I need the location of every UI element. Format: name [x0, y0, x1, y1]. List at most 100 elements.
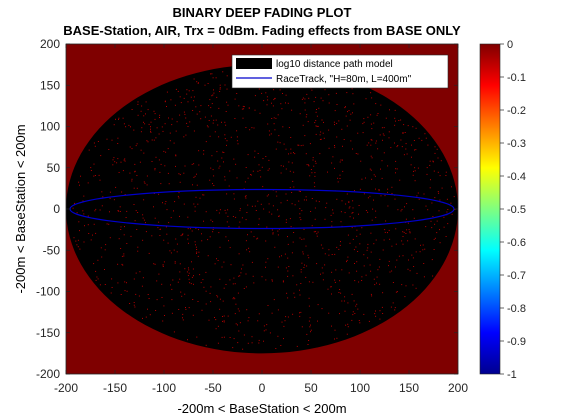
speckle	[291, 203, 293, 205]
speckle	[419, 251, 421, 253]
speckle	[139, 271, 141, 273]
speckle	[93, 263, 95, 265]
speckle	[308, 257, 310, 259]
speckle	[250, 174, 252, 175]
speckle	[409, 232, 411, 234]
speckle	[432, 216, 434, 217]
speckle	[440, 160, 442, 162]
speckle	[184, 268, 186, 270]
speckle	[258, 339, 260, 341]
speckle	[245, 195, 247, 197]
speckle	[209, 236, 211, 238]
speckle	[420, 244, 421, 246]
speckle	[340, 159, 342, 161]
speckle	[217, 342, 219, 344]
speckle	[179, 271, 181, 273]
speckle	[242, 105, 244, 107]
speckle	[189, 121, 191, 123]
speckle	[208, 120, 210, 121]
speckle	[405, 148, 407, 150]
speckle	[210, 286, 212, 288]
speckle	[234, 298, 236, 300]
speckle	[423, 263, 425, 264]
speckle	[217, 124, 219, 126]
speckle	[437, 191, 439, 193]
speckle	[347, 323, 349, 325]
speckle	[254, 205, 256, 207]
speckle	[331, 293, 332, 295]
speckle	[439, 175, 441, 177]
speckle	[109, 237, 111, 239]
speckle	[193, 163, 195, 165]
speckle	[292, 275, 294, 277]
speckle	[188, 272, 190, 274]
speckle	[205, 290, 207, 292]
speckle	[134, 220, 136, 222]
speckle	[87, 215, 89, 217]
speckle	[308, 97, 310, 99]
plot-area	[66, 44, 458, 374]
speckle	[106, 138, 108, 140]
speckle	[272, 105, 274, 107]
chart-subtitle: BASE-Station, AIR, Trx = 0dBm. Fading ef…	[63, 23, 461, 38]
speckle	[229, 170, 231, 172]
speckle	[247, 204, 249, 206]
speckle	[277, 230, 279, 232]
colorbar-tick-label: -0.3	[507, 138, 526, 150]
speckle	[328, 254, 330, 256]
speckle	[321, 267, 323, 269]
speckle	[407, 268, 409, 270]
colorbar-tick-label: -0.8	[507, 303, 526, 315]
speckle	[191, 163, 193, 165]
speckle	[221, 121, 222, 123]
speckle	[451, 186, 452, 188]
speckle	[235, 216, 237, 218]
speckle	[146, 184, 148, 186]
speckle	[303, 238, 305, 240]
speckle	[343, 139, 345, 140]
speckle	[375, 140, 377, 142]
speckle	[205, 211, 207, 213]
speckle	[266, 195, 268, 197]
speckle	[259, 169, 261, 171]
speckle	[422, 244, 424, 246]
speckle	[162, 130, 164, 132]
speckle	[274, 98, 276, 100]
speckle	[328, 94, 330, 96]
speckle	[309, 317, 311, 319]
speckle	[180, 235, 182, 237]
speckle	[380, 195, 382, 197]
speckle	[176, 121, 178, 123]
speckle	[80, 175, 81, 177]
speckle	[99, 284, 101, 286]
speckle	[321, 119, 323, 121]
y-tick-label: -50	[43, 243, 61, 257]
speckle	[271, 280, 273, 282]
speckle	[358, 281, 360, 283]
speckle	[370, 144, 372, 146]
speckle	[187, 234, 189, 236]
speckle	[124, 281, 126, 283]
speckle	[322, 247, 324, 249]
speckle	[363, 313, 365, 315]
speckle	[185, 117, 187, 119]
speckle	[197, 255, 199, 257]
speckle	[370, 123, 372, 125]
speckle	[403, 154, 405, 156]
speckle	[189, 282, 191, 284]
speckle	[287, 243, 289, 245]
speckle	[137, 246, 139, 248]
speckle	[368, 320, 370, 322]
speckle	[268, 203, 270, 205]
speckle	[214, 317, 215, 318]
speckle	[192, 90, 194, 92]
speckle	[90, 167, 92, 169]
speckle	[334, 329, 336, 331]
speckle	[299, 312, 300, 314]
speckle	[338, 248, 340, 250]
speckle	[346, 193, 348, 195]
speckle	[215, 328, 217, 330]
speckle	[340, 241, 341, 243]
speckle	[182, 319, 184, 321]
speckle	[334, 124, 335, 126]
